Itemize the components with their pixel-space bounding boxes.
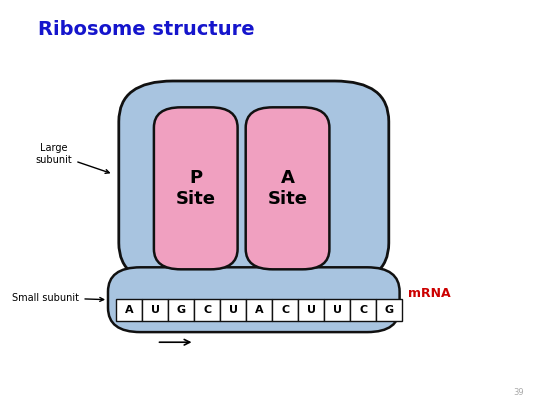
FancyBboxPatch shape [142,299,168,321]
FancyBboxPatch shape [350,299,376,321]
Text: A
Site: A Site [267,169,308,208]
Text: A: A [255,305,264,315]
Text: G: G [177,305,186,315]
Text: Large
subunit: Large subunit [36,143,109,173]
FancyBboxPatch shape [376,299,402,321]
FancyBboxPatch shape [194,299,220,321]
FancyBboxPatch shape [154,107,238,269]
FancyBboxPatch shape [116,299,142,321]
Text: Small subunit: Small subunit [12,293,104,303]
FancyBboxPatch shape [324,299,350,321]
Text: A: A [125,305,133,315]
FancyBboxPatch shape [108,267,400,332]
FancyBboxPatch shape [298,299,324,321]
Text: 39: 39 [513,388,524,397]
FancyBboxPatch shape [246,107,329,269]
Text: U: U [307,305,316,315]
Text: U: U [228,305,238,315]
FancyBboxPatch shape [272,299,298,321]
Text: P
Site: P Site [176,169,216,208]
Text: C: C [359,305,367,315]
Text: C: C [281,305,289,315]
Text: G: G [384,305,394,315]
FancyBboxPatch shape [246,299,272,321]
FancyBboxPatch shape [168,299,194,321]
Text: U: U [333,305,342,315]
Text: mRNA: mRNA [408,287,450,300]
Text: U: U [151,305,160,315]
FancyBboxPatch shape [220,299,246,321]
Text: C: C [203,305,211,315]
FancyBboxPatch shape [119,81,389,284]
Text: Ribosome structure: Ribosome structure [38,20,254,39]
